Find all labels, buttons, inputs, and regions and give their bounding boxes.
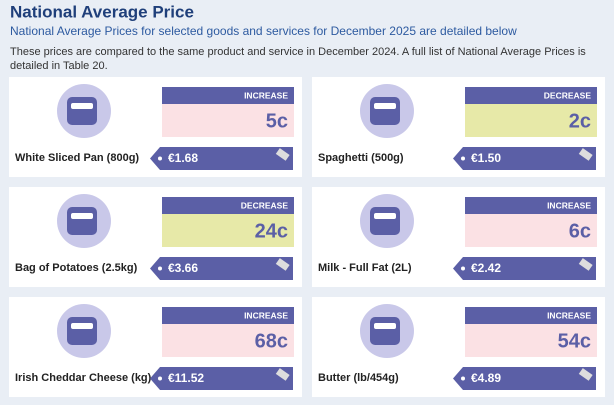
change-label: DECREASE [241,200,289,210]
change-label: INCREASE [244,310,288,320]
price: €2.42 [471,261,501,275]
change-value: 2c [569,110,591,132]
change-body [162,214,294,247]
icon-shape [370,317,400,345]
item-name: Spaghetti (500g) [318,152,404,164]
note-line: These prices are compared to the same pr… [10,46,586,58]
item-name: Irish Cheddar Cheese (kg) [15,372,152,384]
change-body [465,104,597,137]
tag-hole [158,376,162,381]
change-body [465,214,597,247]
change-label: INCREASE [244,90,288,100]
price: €3.66 [168,261,198,275]
change-value: 54c [558,330,591,352]
change-value: 5c [266,110,288,132]
price: €1.68 [168,151,198,165]
tag-icon [578,148,593,161]
icon-shape [67,97,97,125]
change-value: 24c [255,220,288,242]
icon-detail [374,103,396,109]
price-tag [150,257,293,280]
tag-hole [158,156,162,161]
icon-shape [370,207,400,235]
tag-icon [578,368,593,381]
change-header [162,307,294,324]
change-header [465,307,597,324]
price: €1.50 [471,151,501,165]
change-body [162,104,294,137]
tag-hole [461,156,465,161]
tag-icon [578,258,593,271]
item-name: White Sliced Pan (800g) [15,152,139,164]
change-header [465,197,597,214]
note-line: detailed in Table 20. [10,60,108,72]
tag-hole [461,266,465,271]
tag-icon [275,148,290,161]
subtitle: National Average Prices for selected goo… [10,24,517,38]
icon-detail [71,323,93,329]
price-tag [150,367,293,390]
icon-detail [71,213,93,219]
icon-detail [374,323,396,329]
icon-detail [71,103,93,109]
title: National Average Price [10,2,194,21]
change-body [465,324,597,357]
change-header [162,87,294,104]
tag-hole [158,266,162,271]
tag-hole [461,376,465,381]
icon-detail [374,213,396,219]
change-label: INCREASE [547,310,591,320]
price: €11.52 [168,371,204,385]
icon-shape [370,97,400,125]
change-value: 68c [255,330,288,352]
change-label: DECREASE [544,90,592,100]
tag-icon [275,258,290,271]
price-tag [453,147,596,170]
change-header [162,197,294,214]
tag-icon [275,368,290,381]
change-value: 6c [569,220,591,242]
icon-shape [67,207,97,235]
price-tag [453,367,596,390]
item-name: Milk - Full Fat (2L) [318,262,412,274]
price-tag [453,257,596,280]
change-label: INCREASE [547,200,591,210]
price-tag [150,147,293,170]
item-name: Butter (lb/454g) [318,372,399,384]
change-header [465,87,597,104]
item-name: Bag of Potatoes (2.5kg) [15,262,138,274]
price: €4.89 [471,371,501,385]
icon-shape [67,317,97,345]
change-body [162,324,294,357]
